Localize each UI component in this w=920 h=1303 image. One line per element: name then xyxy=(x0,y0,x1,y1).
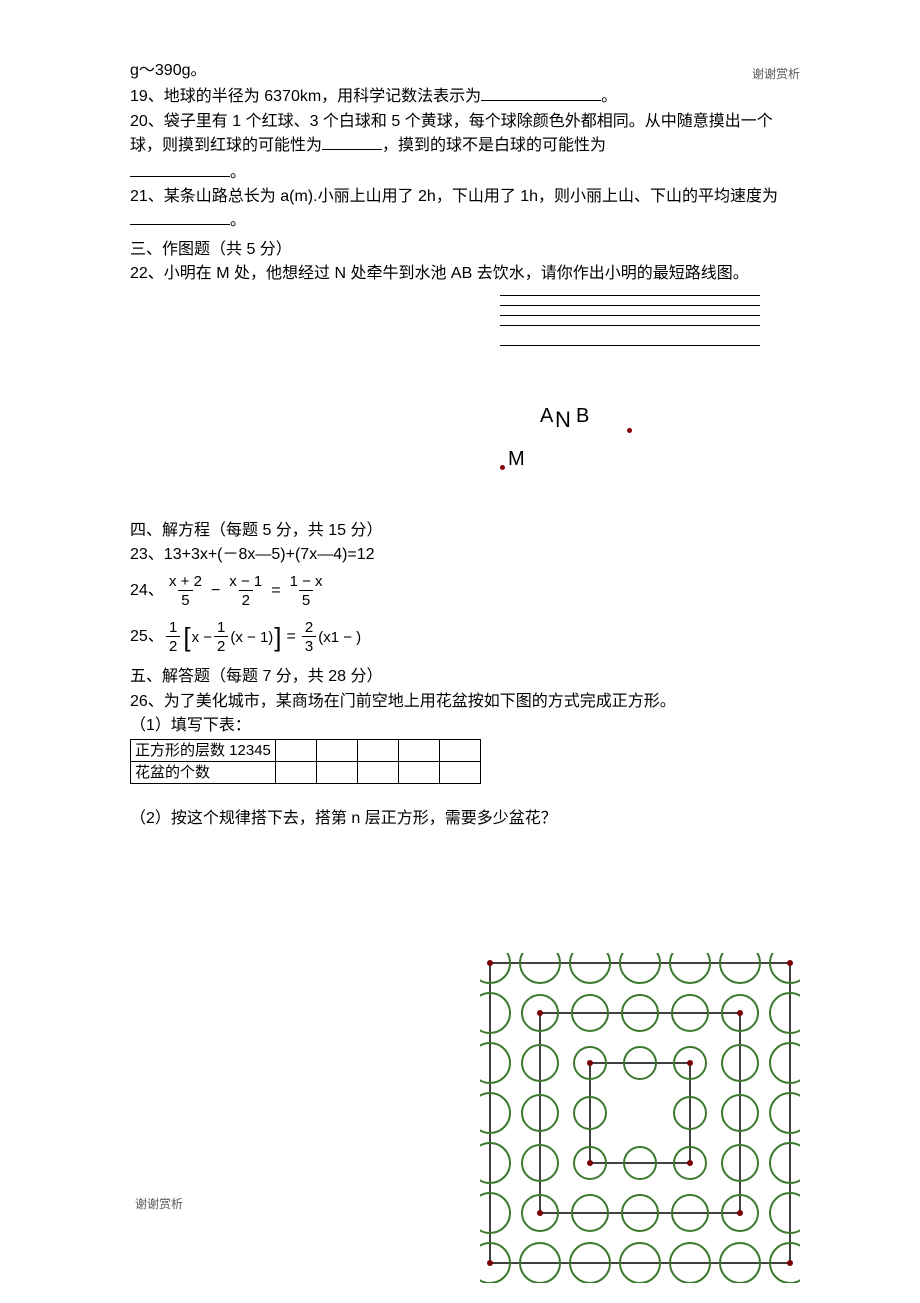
q25-rhs-tail: (x1 − ) xyxy=(318,627,361,648)
answer-line xyxy=(500,300,760,306)
q26-sub2: （2）按这个规律搭下去，搭第 n 层正方形，需要多少盆花？ xyxy=(130,808,790,830)
q20: 20、袋子里有 1 个红球、3 个白球和 5 个黄球，每个球除颜色外都相同。从中… xyxy=(130,111,790,158)
q22-diagram: A N B M xyxy=(500,290,760,490)
q25-frac-in: 1 2 xyxy=(214,620,228,654)
flower-pot-diagram xyxy=(480,953,800,1283)
table-cell xyxy=(316,740,357,762)
left-bracket: [ xyxy=(183,625,190,649)
table-cell xyxy=(316,762,357,784)
q25-frac-rhs: 2 3 xyxy=(302,620,316,654)
table-row: 正方形的层数 12345 xyxy=(131,740,481,762)
q24-equation: 24、 x + 2 5 − x − 1 2 = 1 − x 5 xyxy=(130,568,790,614)
q19-text: 19、地球的半径为 6370km，用科学记数法表示为 xyxy=(130,88,481,105)
frac-num: 2 xyxy=(302,620,316,636)
q19-blank xyxy=(481,84,601,101)
answer-line xyxy=(500,310,760,316)
table-cell xyxy=(398,762,439,784)
label-N: N xyxy=(555,405,571,436)
q26-table: 正方形的层数 12345 花盆的个数 xyxy=(130,739,481,784)
frac-den: 2 xyxy=(214,636,228,654)
q19-tail: 。 xyxy=(601,88,617,105)
label-A: A xyxy=(540,402,553,430)
equals: = xyxy=(271,580,280,602)
q25-equation: 25、 1 2 [ x − 1 2 (x − 1) ] = 2 3 (x1 − … xyxy=(130,614,790,660)
q25-frac-out: 1 2 xyxy=(166,620,180,654)
frac-den: 2 xyxy=(166,636,180,654)
q24-frac3: 1 − x 5 xyxy=(287,574,326,608)
frac-num: 1 xyxy=(214,620,228,636)
flower-pot-svg xyxy=(480,953,800,1283)
point-M xyxy=(500,465,505,470)
answer-line xyxy=(500,290,760,296)
minus: − xyxy=(211,580,220,602)
watermark-bottom-left: 谢谢赏析 xyxy=(135,1196,183,1213)
q24-lead: 24、 xyxy=(130,580,164,602)
table-cell xyxy=(439,762,480,784)
frac-den: 5 xyxy=(299,590,313,608)
label-B: B xyxy=(576,402,589,430)
table-cell xyxy=(439,740,480,762)
q18-tail: g～390g。 xyxy=(130,60,790,82)
table-cell-label: 花盆的个数 xyxy=(131,762,276,784)
q22-text: 22、小明在 M 处，他想经过 N 处牵牛到水池 AB 去饮水，请你作出小明的最… xyxy=(130,263,790,285)
answer-line xyxy=(500,320,760,326)
frac-num: 1 − x xyxy=(287,574,326,590)
answer-line xyxy=(500,340,760,346)
q25-inside-b: (x − 1) xyxy=(230,627,273,648)
right-bracket: ] xyxy=(274,625,281,649)
frac-num: x − 1 xyxy=(226,574,265,590)
q20-c: 。 xyxy=(230,164,246,181)
q20-blank2 xyxy=(130,160,230,177)
q20-line2: 。 xyxy=(130,160,790,184)
table-cell xyxy=(275,762,316,784)
equals: = xyxy=(287,626,296,648)
answer-lines xyxy=(500,290,760,350)
q25-lead: 25、 xyxy=(130,626,164,648)
q21: 21、某条山路总长为 a(m).小丽上山用了 2h，下山用了 1h，则小丽上山、… xyxy=(130,186,790,233)
table-cell xyxy=(398,740,439,762)
q23: 23、13+3x+(－8x―5)+(7x―4)=12 xyxy=(130,544,790,566)
q26-sub1: （1）填写下表： xyxy=(130,715,790,737)
section-3-heading: 三、作图题（共 5 分） xyxy=(130,239,790,261)
table-cell xyxy=(275,740,316,762)
frac-den: 5 xyxy=(178,590,192,608)
table-cell xyxy=(357,762,398,784)
label-M: M xyxy=(508,445,525,473)
q20-blank1 xyxy=(322,133,382,150)
table-cell xyxy=(357,740,398,762)
frac-den: 3 xyxy=(302,636,316,654)
q21-a: 21、某条山路总长为 a(m).小丽上山用了 2h，下山用了 1h，则小丽上山、… xyxy=(130,188,778,205)
q19: 19、地球的半径为 6370km，用科学记数法表示为 。 xyxy=(130,84,790,108)
q24-frac2: x − 1 2 xyxy=(226,574,265,608)
section-5-heading: 五、解答题（每题 7 分，共 28 分） xyxy=(130,666,790,688)
point-B xyxy=(627,428,632,433)
watermark-top-right: 谢谢赏析 xyxy=(752,66,800,83)
table-cell-label: 正方形的层数 12345 xyxy=(131,740,276,762)
frac-den: 2 xyxy=(239,590,253,608)
page: 谢谢赏析 g～390g。 19、地球的半径为 6370km，用科学记数法表示为。… xyxy=(0,0,920,1303)
q20-b: ，摸到的球不是白球的可能性为 xyxy=(382,137,606,154)
q24-frac1: x + 2 5 xyxy=(166,574,205,608)
q21-b: 。 xyxy=(230,212,246,229)
frac-num: x + 2 xyxy=(166,574,205,590)
table-row: 花盆的个数 xyxy=(131,762,481,784)
frac-num: 1 xyxy=(166,620,180,636)
q21-blank xyxy=(130,208,230,225)
q26-text: 26、为了美化城市，某商场在门前空地上用花盆按如下图的方式完成正方形。 xyxy=(130,691,790,713)
q25-inside-a: x − xyxy=(192,627,212,648)
section-4-heading: 四、解方程（每题 5 分，共 15 分） xyxy=(130,520,790,542)
